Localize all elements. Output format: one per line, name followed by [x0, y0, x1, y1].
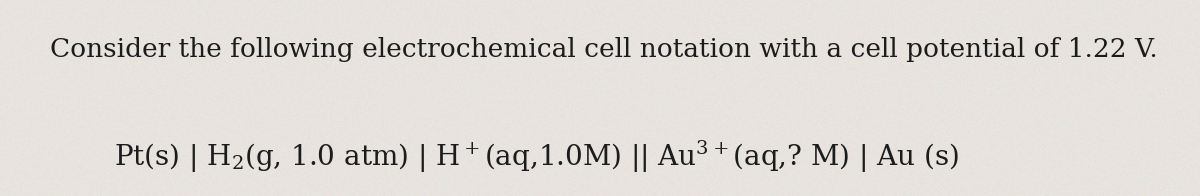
Text: Consider the following electrochemical cell notation with a cell potential of 1.: Consider the following electrochemical c…	[50, 36, 1158, 62]
Text: Pt(s) | H$_2$(g, 1.0 atm) | H$^+$(aq,1.0M) || Au$^{3+}$(aq,? M) | Au (s): Pt(s) | H$_2$(g, 1.0 atm) | H$^+$(aq,1.0…	[114, 139, 959, 175]
